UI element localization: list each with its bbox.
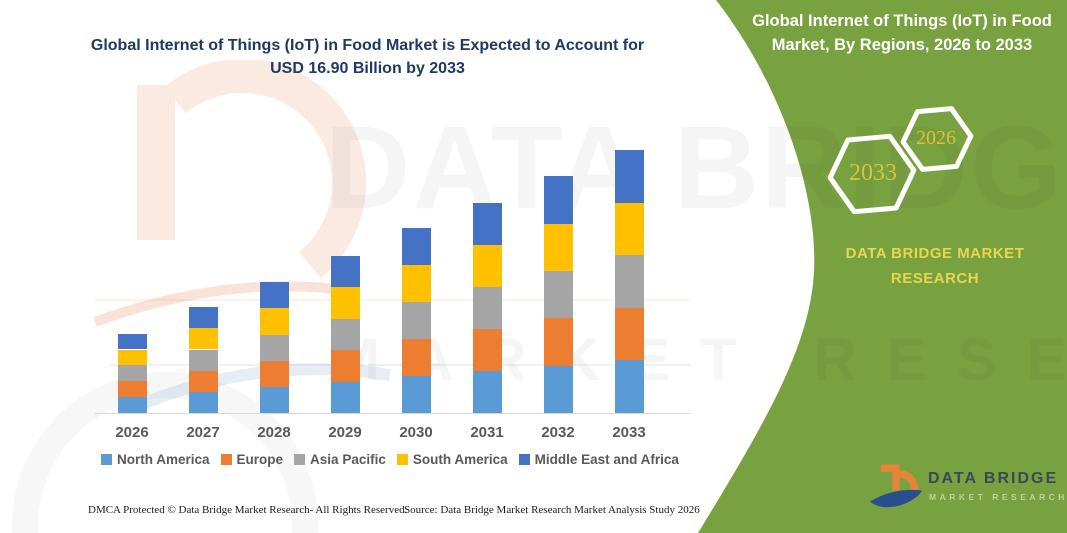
bar-segment	[259, 360, 289, 387]
bar-segment	[472, 286, 502, 329]
bar-segment	[401, 301, 431, 339]
bar-segment	[117, 349, 147, 366]
bar-segment	[188, 370, 218, 392]
bar-segment	[330, 350, 360, 382]
data-bridge-logo-icon	[869, 464, 923, 508]
watermark-orange-line	[95, 299, 690, 301]
bar-segment	[188, 328, 218, 350]
bar-segment	[614, 150, 644, 203]
legend-label: Middle East and Africa	[534, 452, 679, 467]
bar-segment	[188, 391, 218, 413]
legend-swatch-icon	[518, 454, 530, 465]
hexagon-badges-icon	[827, 106, 974, 215]
bar-segment	[401, 338, 431, 376]
legend-label: Europe	[236, 452, 284, 467]
legend-label: South America	[412, 452, 508, 467]
legend-label: North America	[117, 452, 210, 467]
bar-segment	[543, 365, 573, 413]
legend-swatch-icon	[396, 454, 408, 465]
bar-segment	[472, 244, 502, 287]
bar-segment	[472, 328, 502, 371]
bar-segment	[259, 334, 289, 361]
x-axis-label: 2027	[186, 424, 220, 441]
legend-item: North America	[101, 452, 210, 467]
hexagon-2033-label: 2033	[849, 160, 897, 186]
bar-segment	[117, 333, 147, 350]
legend-label: Asia Pacific	[310, 452, 386, 467]
bar-segment	[401, 227, 431, 265]
bar-segment	[401, 375, 431, 413]
bar-segment	[259, 308, 289, 335]
bar-segment	[614, 202, 644, 256]
logo-subtitle: MARKET RESEARCH	[929, 492, 1067, 502]
chart-legend: North America Europe Asia Pacific South Ame…	[101, 452, 679, 467]
bar-segment	[117, 397, 147, 413]
legend-swatch-icon	[101, 454, 112, 465]
bar-segment	[401, 264, 431, 302]
x-axis-label: 2031	[470, 424, 504, 441]
legend-item: Europe	[220, 452, 284, 467]
legend-swatch-icon	[220, 454, 232, 465]
x-axis-label: 2030	[399, 424, 433, 441]
hexagon-2026-label: 2026	[916, 127, 956, 149]
legend-item: South America	[396, 452, 508, 467]
bar-segment	[330, 255, 360, 288]
bar-segment	[614, 307, 644, 361]
x-axis-line	[95, 413, 691, 414]
dbmr-logo-watermark-icon	[93, 60, 391, 411]
x-axis-label: 2029	[328, 424, 362, 441]
chart-title: Global Internet of Things (IoT) in Food …	[90, 37, 645, 78]
legend-item: Middle East and Africa	[518, 452, 679, 467]
footer-copyright: DMCA Protected © Data Bridge Market Rese…	[88, 504, 408, 516]
footer-source: Source: Data Bridge Market Research Mark…	[404, 504, 700, 516]
bar-segment	[330, 318, 360, 351]
bar-segment	[614, 360, 644, 413]
bar-segment	[330, 287, 360, 319]
logo-name: DATA BRIDGE	[928, 470, 1059, 487]
ring-watermark-icon	[12, 372, 318, 533]
bar-segment	[330, 381, 360, 413]
bar-segment	[543, 176, 573, 224]
brand-text: DATA BRIDGE MARKET RESEARCH	[845, 245, 1025, 287]
watermark-blue-line	[110, 364, 690, 366]
x-axis-label: 2028	[257, 424, 291, 441]
x-axis-label: 2026	[115, 424, 149, 441]
x-axis-label: 2032	[541, 424, 575, 441]
legend-item: Asia Pacific	[294, 452, 386, 467]
x-axis-label: 2033	[612, 424, 646, 441]
bar-segment	[259, 386, 289, 413]
bar-segment	[472, 202, 502, 245]
bar-segment	[543, 223, 573, 272]
bar-segment	[188, 307, 218, 329]
watermark-brand-subtext: MARKET RESEARCH	[330, 326, 1067, 393]
bar-segment	[117, 381, 147, 398]
bar-segment	[188, 349, 218, 371]
bar-segment	[259, 282, 289, 309]
bar-segment	[472, 370, 502, 413]
legend-swatch-icon	[294, 454, 306, 465]
right-panel-title: Global Internet of Things (IoT) in Food …	[752, 12, 1052, 54]
bar-segment	[614, 255, 644, 308]
bar-segment	[543, 318, 573, 366]
bar-segment	[543, 271, 573, 319]
bar-segment	[117, 365, 147, 382]
